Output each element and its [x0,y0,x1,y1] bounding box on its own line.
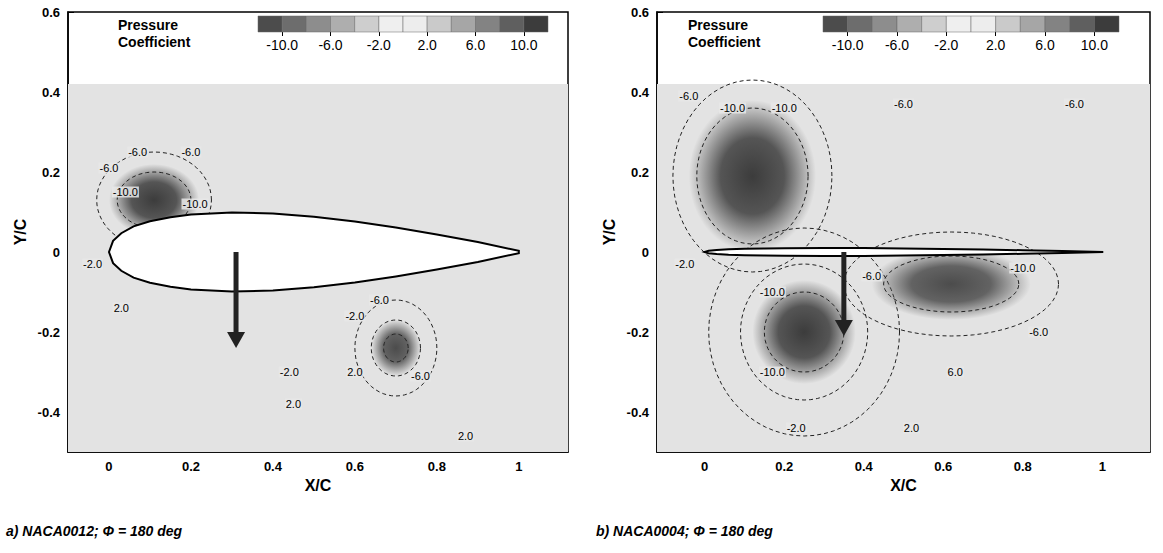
svg-text:2.0: 2.0 [114,302,129,314]
svg-text:-6.0: -6.0 [885,37,909,53]
svg-text:6.0: 6.0 [466,37,486,53]
svg-text:0.2: 0.2 [631,165,649,180]
svg-text:0.4: 0.4 [631,85,650,100]
svg-text:0.2: 0.2 [775,459,793,474]
svg-text:-0.4: -0.4 [38,405,61,420]
svg-text:-6.0: -6.0 [370,294,389,306]
svg-text:-6.0: -6.0 [99,162,118,174]
svg-text:-6.0: -6.0 [318,37,342,53]
svg-text:-2.0: -2.0 [345,310,364,322]
svg-text:b) NACA0004; Φ = 180 deg: b) NACA0004; Φ = 180 deg [596,523,773,539]
svg-text:Y/C: Y/C [601,218,618,245]
svg-text:Pressure: Pressure [688,17,748,33]
svg-text:0.4: 0.4 [855,459,874,474]
svg-text:-10.0: -10.0 [760,366,785,378]
svg-text:2.0: 2.0 [904,422,919,434]
svg-text:Y/C: Y/C [12,218,29,245]
svg-text:Pressure: Pressure [118,17,178,33]
svg-text:-2.0: -2.0 [675,258,694,270]
svg-text:-2.0: -2.0 [787,422,806,434]
svg-text:-6.0: -6.0 [862,270,881,282]
svg-text:-0.2: -0.2 [38,325,60,340]
svg-text:0.8: 0.8 [1014,459,1032,474]
svg-text:X/C: X/C [305,477,332,494]
svg-text:6.0: 6.0 [1035,37,1055,53]
svg-text:-6.0: -6.0 [411,370,430,382]
svg-text:-2.0: -2.0 [934,37,958,53]
svg-text:-0.4: -0.4 [627,405,650,420]
svg-text:-10.0: -10.0 [113,186,138,198]
svg-text:1: 1 [515,459,522,474]
svg-text:-2.0: -2.0 [280,366,299,378]
svg-text:-10.0: -10.0 [183,198,208,210]
svg-text:1: 1 [1099,459,1106,474]
svg-text:0: 0 [53,245,60,260]
svg-text:-6.0: -6.0 [894,98,913,110]
svg-text:-10.0: -10.0 [720,102,745,114]
svg-text:-10.0: -10.0 [266,37,298,53]
svg-text:Coefficient: Coefficient [688,34,761,50]
svg-text:-10.0: -10.0 [772,102,797,114]
svg-text:6.0: 6.0 [948,366,963,378]
svg-text:Coefficient: Coefficient [118,34,191,50]
svg-text:2.0: 2.0 [458,430,473,442]
svg-text:-10.0: -10.0 [1010,262,1035,274]
svg-text:0.4: 0.4 [264,459,283,474]
svg-text:-2.0: -2.0 [367,37,391,53]
svg-text:2.0: 2.0 [347,366,362,378]
svg-text:-0.2: -0.2 [627,325,649,340]
svg-text:0: 0 [105,459,112,474]
svg-text:2.0: 2.0 [986,37,1006,53]
svg-text:0.8: 0.8 [428,459,446,474]
svg-text:0: 0 [701,459,708,474]
svg-text:-6.0: -6.0 [679,90,698,102]
svg-text:10.0: 10.0 [1081,37,1108,53]
svg-text:0: 0 [642,245,649,260]
svg-text:0.6: 0.6 [631,5,649,20]
svg-text:0.2: 0.2 [42,165,60,180]
svg-text:0.2: 0.2 [182,459,200,474]
svg-text:a) NACA0012; Φ = 180 deg: a) NACA0012; Φ = 180 deg [6,523,183,539]
svg-text:-2.0: -2.0 [83,258,102,270]
svg-text:2.0: 2.0 [286,398,301,410]
svg-text:0.6: 0.6 [42,5,60,20]
svg-text:X/C: X/C [890,477,917,494]
svg-text:0.4: 0.4 [42,85,61,100]
svg-text:-10.0: -10.0 [832,37,864,53]
svg-text:2.0: 2.0 [417,37,437,53]
svg-text:-6.0: -6.0 [1065,98,1084,110]
svg-text:0.6: 0.6 [346,459,364,474]
svg-text:-6.0: -6.0 [1029,326,1048,338]
svg-text:-6.0: -6.0 [181,146,200,158]
svg-text:-6.0: -6.0 [128,146,147,158]
svg-text:10.0: 10.0 [510,37,537,53]
svg-text:0.6: 0.6 [934,459,952,474]
svg-text:-10.0: -10.0 [760,286,785,298]
